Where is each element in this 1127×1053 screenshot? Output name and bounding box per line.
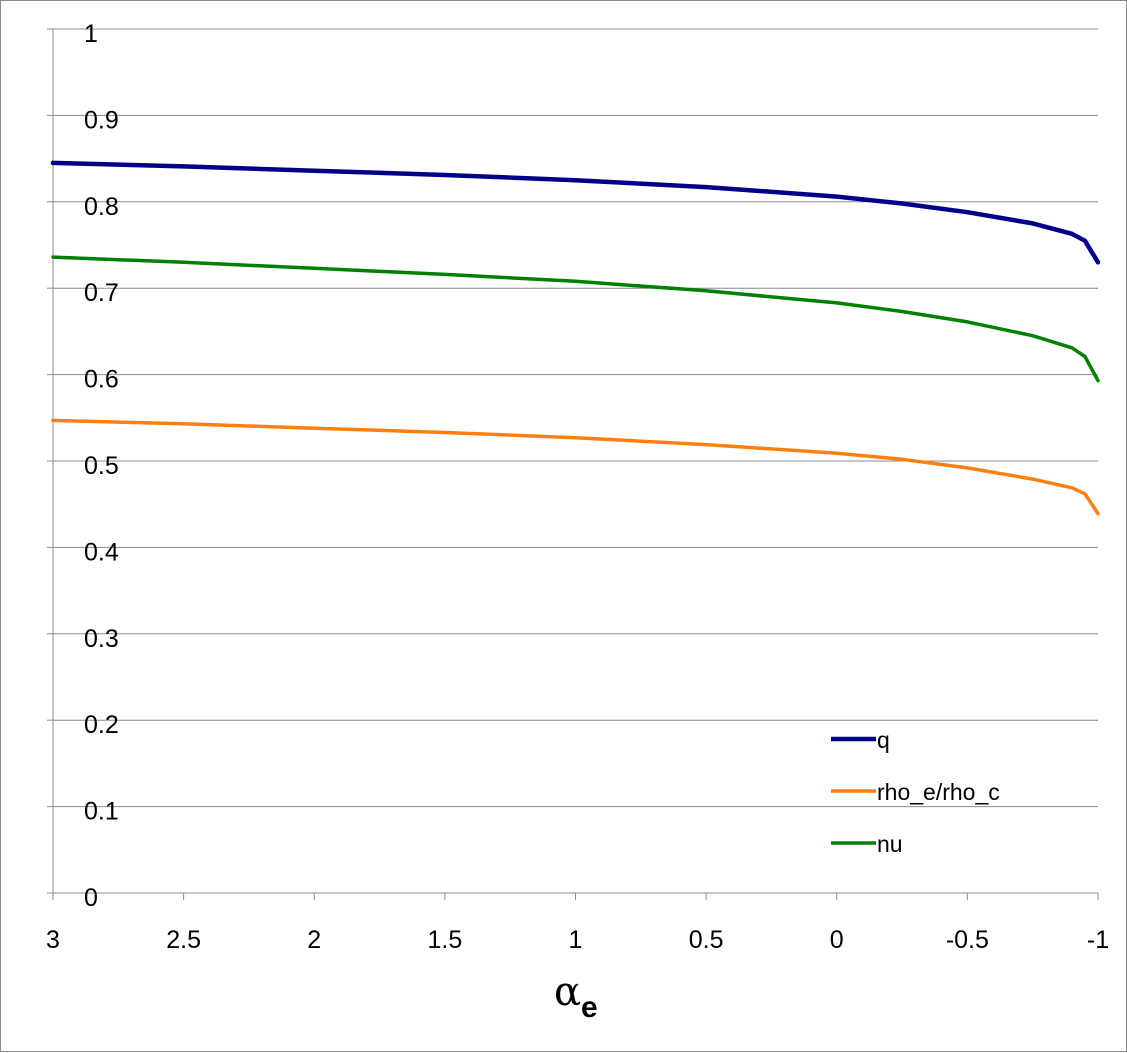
y-tick-label: 0.5: [84, 452, 119, 480]
x-tick-label: -1: [1087, 926, 1109, 954]
x-tick-label: 3: [46, 926, 60, 954]
legend: q rho_e/rho_cnu: [831, 727, 1000, 857]
gridlines: [53, 29, 1098, 807]
series-line-nu: [53, 257, 1098, 381]
y-tick-label: 1: [84, 20, 98, 48]
y-tick-label: 0.6: [84, 366, 119, 394]
y-tick-label: 0.4: [84, 538, 119, 566]
y-tick-labels: 0 0.1 0.2 0.3 0.4 0.5 0.6 0.7 0.8 0.9 1: [84, 20, 119, 912]
x-tick-labels: 3 2.5 2 1.5 1 0.5 0 -0.5 -1: [46, 926, 1109, 954]
y-tick-label: 0.8: [84, 193, 119, 221]
series-line-q: [53, 163, 1098, 262]
y-tick-label: 0.9: [84, 106, 119, 134]
x-axis-label-symbol: α: [554, 969, 581, 1015]
legend-label: q: [877, 727, 890, 753]
x-tick-label: 1.5: [427, 926, 462, 954]
y-tick-label: 0.2: [84, 711, 119, 739]
x-tick-label: 2: [307, 926, 321, 954]
x-axis-label: αe: [554, 969, 598, 1024]
y-tick-label: 0.1: [84, 798, 119, 826]
chart-frame: 0 0.1 0.2 0.3 0.4 0.5 0.6 0.7 0.8 0.9 1 3 2.5 2 1.5 1 0…: [0, 0, 1127, 1052]
x-tick-label: -0.5: [946, 926, 989, 954]
legend-label: nu: [877, 831, 903, 857]
y-tick-label: 0: [84, 884, 98, 912]
y-tick-label: 0.3: [84, 625, 119, 653]
series-line-rho-e-rho-c: [53, 420, 1098, 513]
line-chart: 00.10.20.30.40.50.60.70.80.91 3 2.5 2 1.5 1 0…: [1, 1, 1127, 1053]
x-tick-label: 0: [830, 926, 844, 954]
y-tick-label: 0.7: [84, 279, 119, 307]
legend-label: rho_e/rho_c: [877, 779, 1000, 805]
x-axis-label-subscript: e: [581, 991, 598, 1024]
x-tick-label: 2.5: [166, 926, 201, 954]
x-tick-label: 1: [569, 926, 583, 954]
x-tick-label: 0.5: [689, 926, 724, 954]
